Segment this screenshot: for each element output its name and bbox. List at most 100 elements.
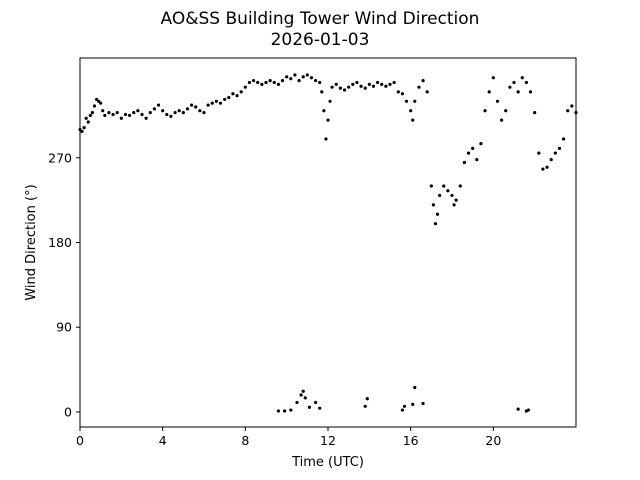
data-point: [194, 105, 198, 109]
x-tick-label: 12: [320, 433, 336, 448]
data-point: [549, 158, 553, 162]
data-point: [165, 112, 169, 117]
data-point: [132, 111, 136, 115]
data-point: [402, 404, 407, 408]
data-point: [297, 78, 301, 83]
data-point: [88, 113, 92, 118]
data-point: [442, 184, 446, 188]
data-point: [516, 90, 520, 94]
data-point: [227, 95, 231, 100]
data-point: [128, 113, 132, 118]
x-tick-label: 4: [159, 433, 167, 448]
data-point: [210, 101, 214, 105]
data-point: [256, 80, 260, 85]
data-point: [454, 198, 458, 202]
data-point: [314, 78, 318, 83]
data-point: [417, 85, 421, 89]
plot-frame: [79, 57, 577, 428]
data-point: [169, 114, 173, 118]
data-point: [86, 120, 90, 124]
y-tick-label: 270: [48, 150, 72, 165]
data-point: [528, 90, 533, 94]
x-axis-ticks: 0 4 8 12 16 20: [76, 427, 501, 448]
data-point: [107, 111, 111, 115]
data-point: [367, 82, 371, 86]
data-point: [355, 80, 359, 85]
data-point: [295, 400, 299, 405]
data-point: [347, 85, 351, 89]
data-point: [136, 109, 140, 113]
data-point: [471, 146, 475, 150]
data-point: [99, 101, 103, 105]
data-point: [495, 99, 500, 103]
data-point: [400, 92, 404, 96]
data-point: [322, 109, 326, 113]
data-point: [363, 86, 367, 90]
data-point: [243, 85, 247, 89]
data-point: [206, 103, 210, 107]
data-point: [388, 82, 392, 86]
data-point: [285, 75, 289, 79]
x-tick-label: 20: [485, 433, 501, 448]
data-point: [231, 92, 235, 96]
data-point: [512, 80, 516, 85]
data-point: [115, 111, 119, 115]
data-point: [283, 409, 287, 413]
data-point: [326, 118, 330, 122]
data-point: [421, 78, 425, 83]
data-point: [411, 402, 415, 407]
data-point: [365, 397, 369, 401]
data-point: [396, 90, 400, 94]
data-point: [553, 151, 557, 155]
data-point: [80, 129, 84, 134]
data-point: [148, 111, 152, 115]
data-point: [491, 76, 495, 80]
data-point: [458, 184, 462, 188]
data-point: [462, 160, 466, 165]
data-point: [483, 109, 487, 113]
data-point: [433, 222, 438, 226]
data-point: [190, 103, 194, 107]
data-point: [566, 109, 570, 113]
data-point: [487, 90, 491, 94]
data-point: [260, 82, 264, 86]
data-point: [570, 104, 574, 108]
data-point: [84, 116, 88, 120]
data-point: [223, 97, 227, 102]
chart-title: AO&SS Building Tower Wind Direction: [161, 9, 480, 29]
y-tick-label: 180: [48, 235, 72, 250]
data-point: [384, 84, 388, 88]
data-point: [330, 85, 334, 89]
data-point: [239, 90, 243, 94]
data-point: [318, 80, 322, 85]
data-point: [479, 142, 483, 146]
data-point: [90, 111, 94, 115]
data-point: [545, 165, 549, 169]
data-point: [526, 408, 531, 412]
data-point: [156, 103, 161, 107]
data-point: [101, 109, 105, 113]
data-point: [328, 99, 332, 103]
data-point: [92, 104, 97, 108]
data-point: [202, 111, 206, 115]
chart-subtitle: 2026-01-03: [271, 30, 370, 50]
data-point: [119, 116, 123, 120]
data-point: [140, 112, 144, 117]
data-point: [409, 109, 413, 113]
data-point: [557, 146, 562, 150]
data-point: [307, 405, 311, 409]
data-point: [537, 151, 541, 155]
data-point: [103, 113, 107, 118]
data-point: [435, 212, 440, 216]
data-point: [508, 85, 512, 89]
data-point: [524, 80, 529, 85]
data-point: [198, 109, 202, 113]
data-point: [413, 99, 417, 103]
data-point: [123, 112, 128, 117]
data-point: [475, 158, 479, 162]
data-point: [161, 109, 165, 113]
data-point: [144, 116, 148, 120]
data-point: [516, 407, 520, 411]
data-point: [309, 76, 314, 80]
